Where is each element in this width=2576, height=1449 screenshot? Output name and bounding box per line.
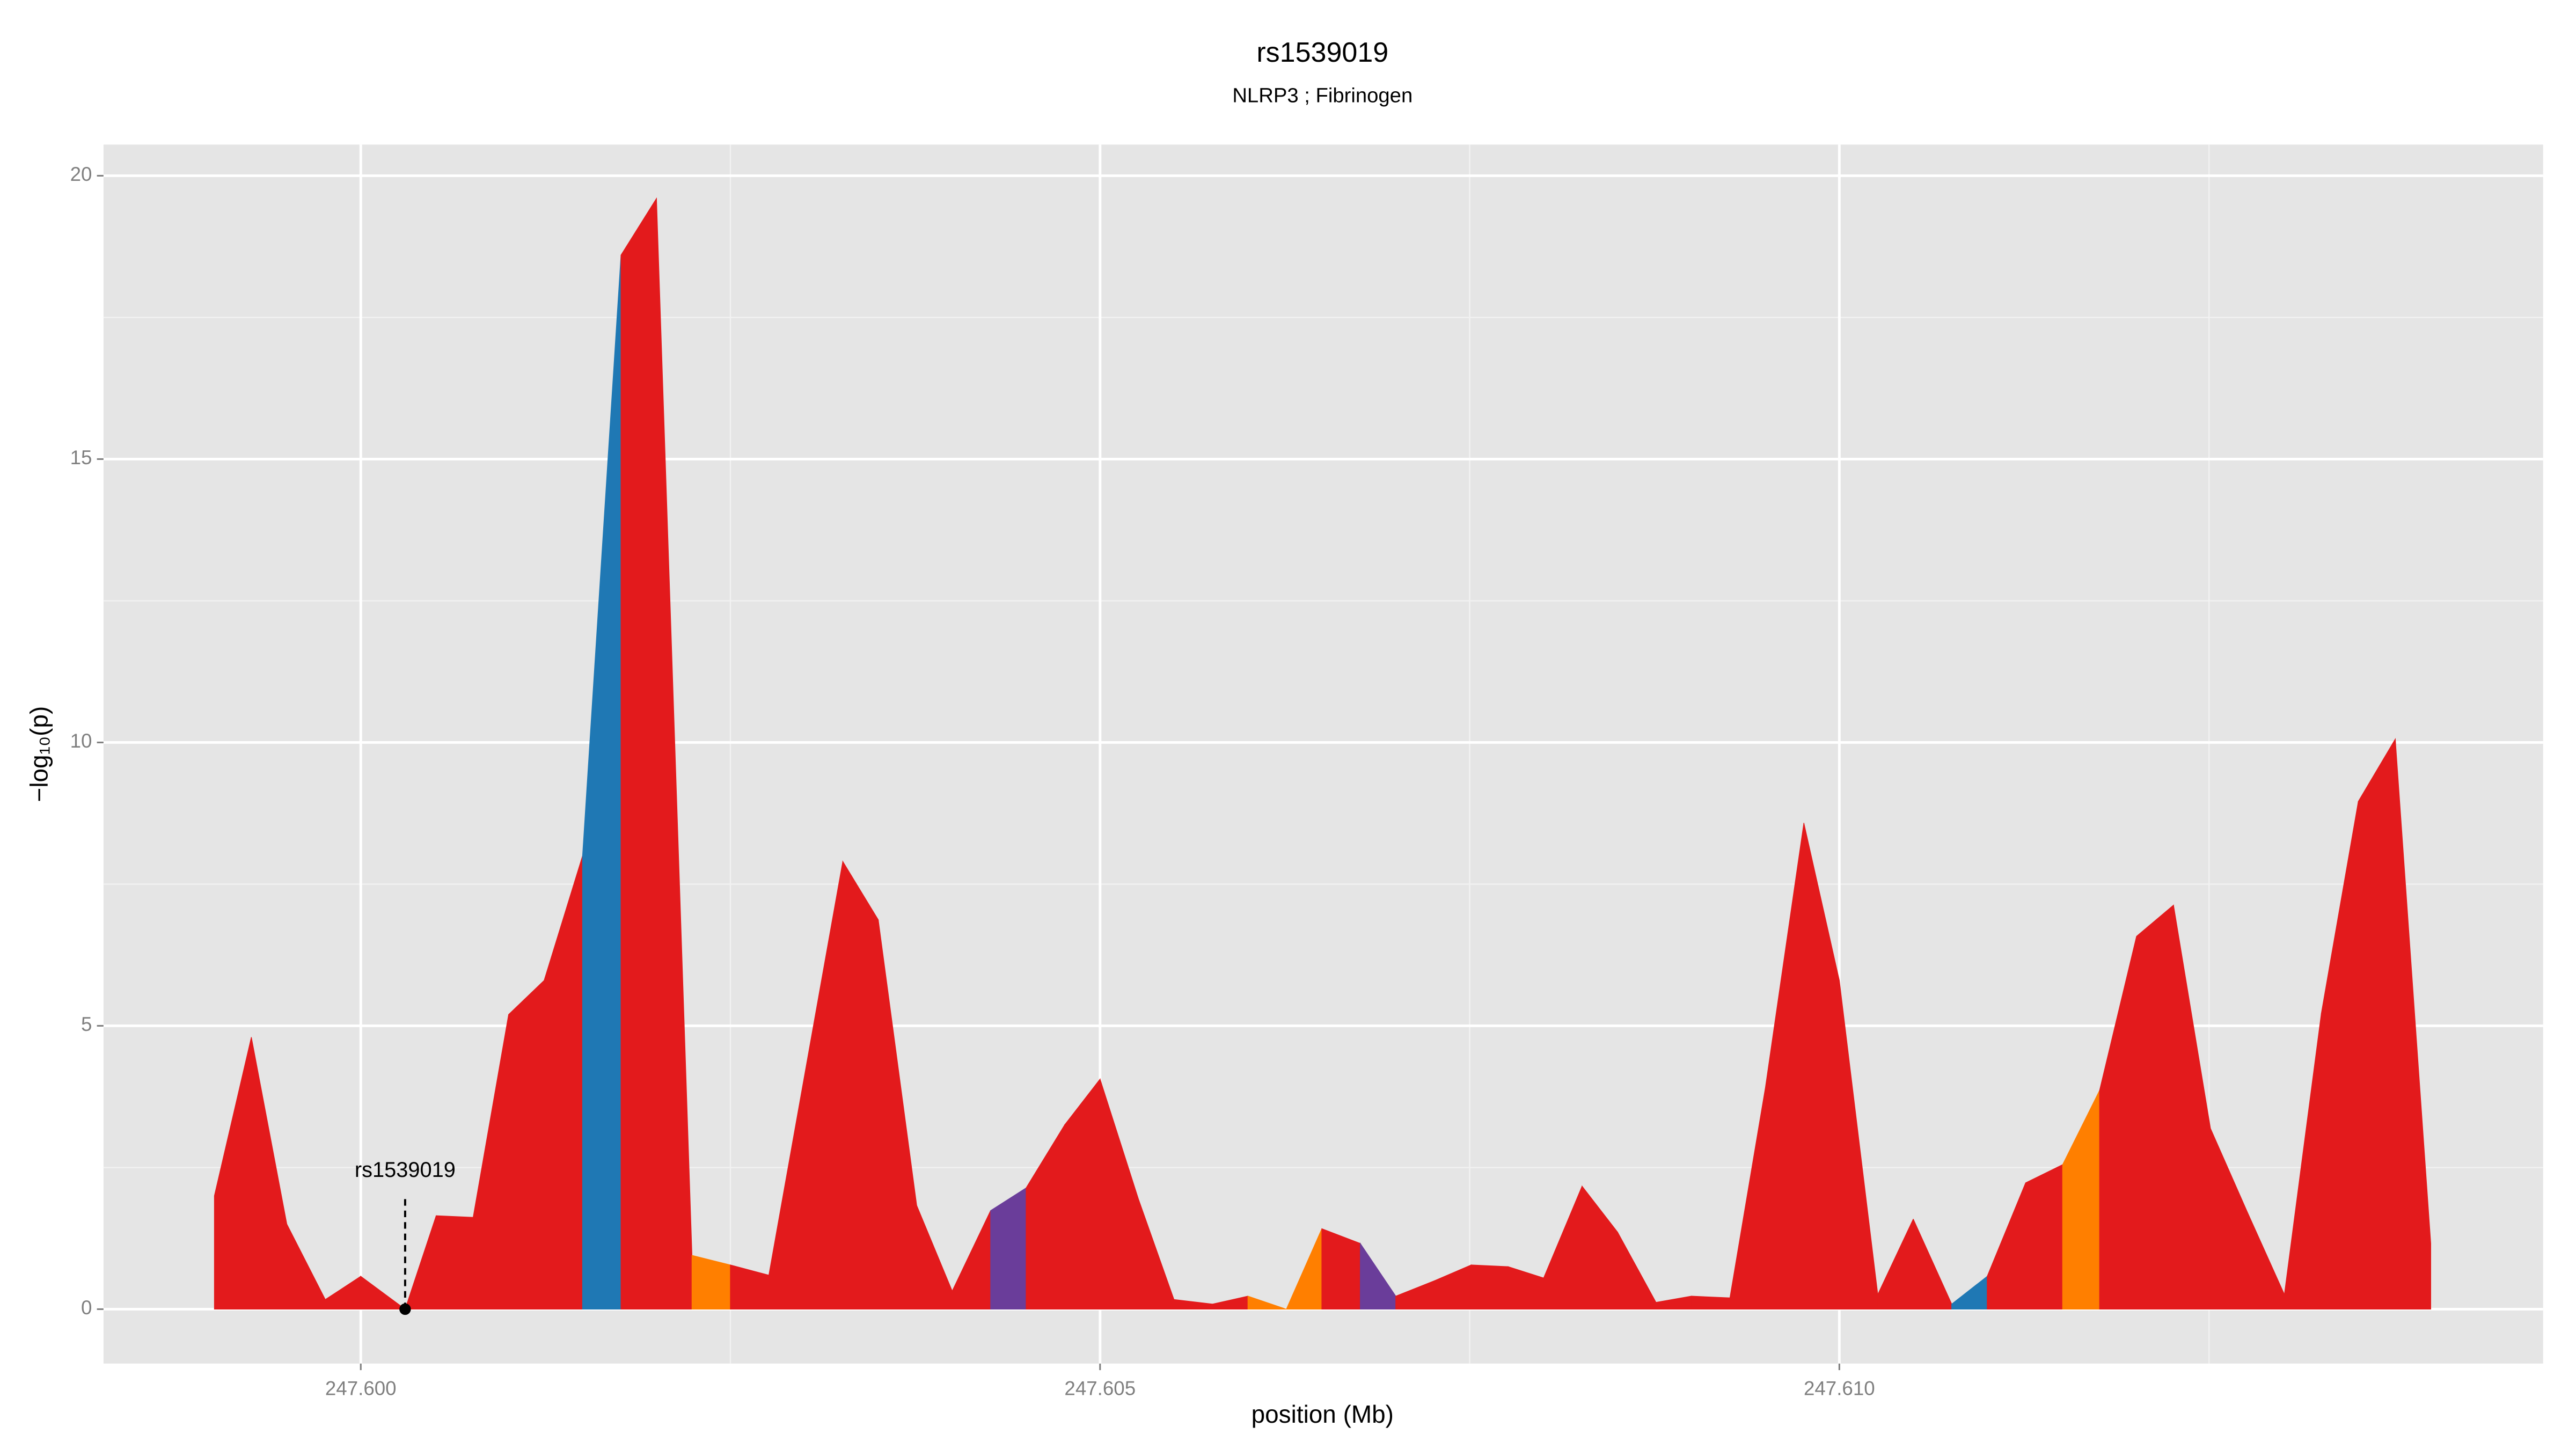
x-tick-label: 247.600 [325,1377,397,1399]
x-tick-label: 247.610 [1804,1377,1875,1399]
area-segment [508,979,545,1310]
area-segment [2358,737,2396,1310]
area-segment [1247,1296,1287,1310]
chart-title: rs1539019 [1256,37,1388,68]
x-axis-label: position (Mb) [1252,1400,1394,1428]
y-axis-label: −log₁₀(p) [25,706,53,802]
area-segment [2136,904,2174,1310]
areas [214,197,2431,1310]
chart-subtitle: NLRP3 ; Fibrinogen [1232,84,1413,107]
area-segment [436,1215,474,1310]
y-tick-label: 15 [70,447,92,469]
area-segment [620,197,657,1310]
area-segment [691,1255,731,1310]
y-tick-label: 5 [81,1013,92,1035]
area-segment [1691,1296,1731,1310]
x-tick-label: 247.605 [1064,1377,1136,1399]
annotation-point [399,1303,411,1315]
y-tick-label: 10 [70,730,92,752]
area-segment [360,1275,406,1310]
y-tick-label: 0 [81,1297,92,1319]
y-tick-label: 20 [70,163,92,185]
area-segment [1470,1264,1509,1310]
annotation-label: rs1539019 [355,1158,456,1182]
area-segment [842,860,879,1310]
area-segment [2025,1164,2063,1310]
area-segment [2395,739,2431,1310]
annotation: rs1539019 [355,1158,456,1315]
